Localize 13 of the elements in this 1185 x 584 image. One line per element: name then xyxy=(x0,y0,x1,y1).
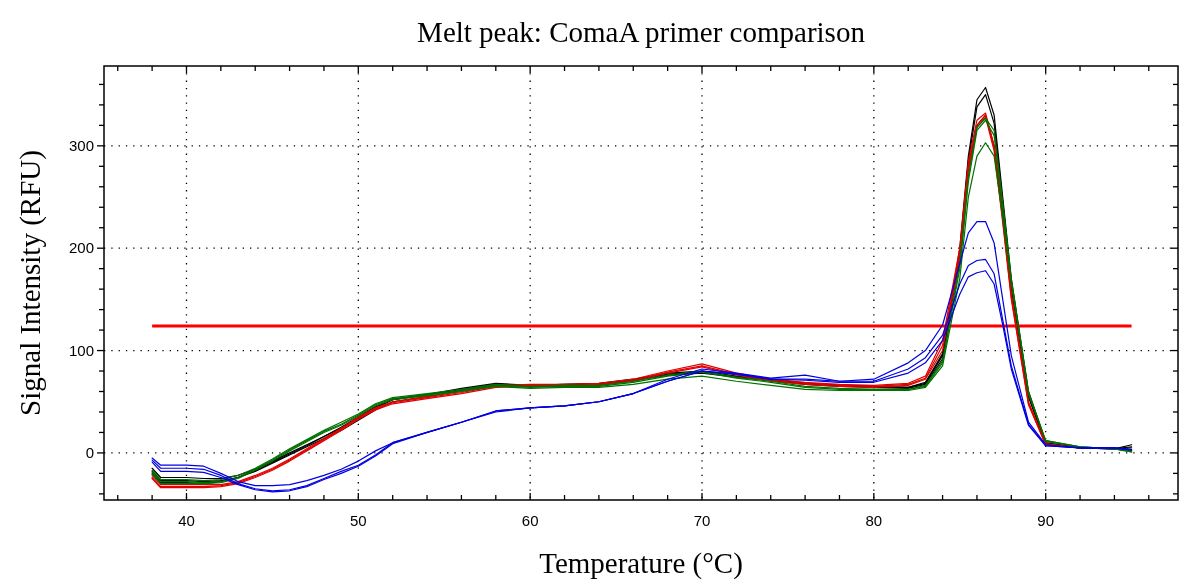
x-tick-label: 70 xyxy=(693,512,711,529)
x-tick-label: 40 xyxy=(178,512,195,529)
y-tick-label: 200 xyxy=(68,239,94,257)
y-tick-label: 0 xyxy=(85,443,94,461)
y-tick-label: 300 xyxy=(68,136,94,154)
x-tick-label: 60 xyxy=(521,512,539,529)
x-tick-label: 90 xyxy=(1037,512,1055,529)
x-tick-label: 80 xyxy=(865,512,883,529)
x-tick-label: 50 xyxy=(349,512,367,529)
y-axis-title: Signal Intensity (RFU) xyxy=(14,150,47,416)
x-axis-title: Temperature (°C) xyxy=(539,547,743,580)
y-tick-label: 100 xyxy=(68,341,94,359)
chart-title: Melt peak: ComaA primer comparison xyxy=(417,16,866,48)
